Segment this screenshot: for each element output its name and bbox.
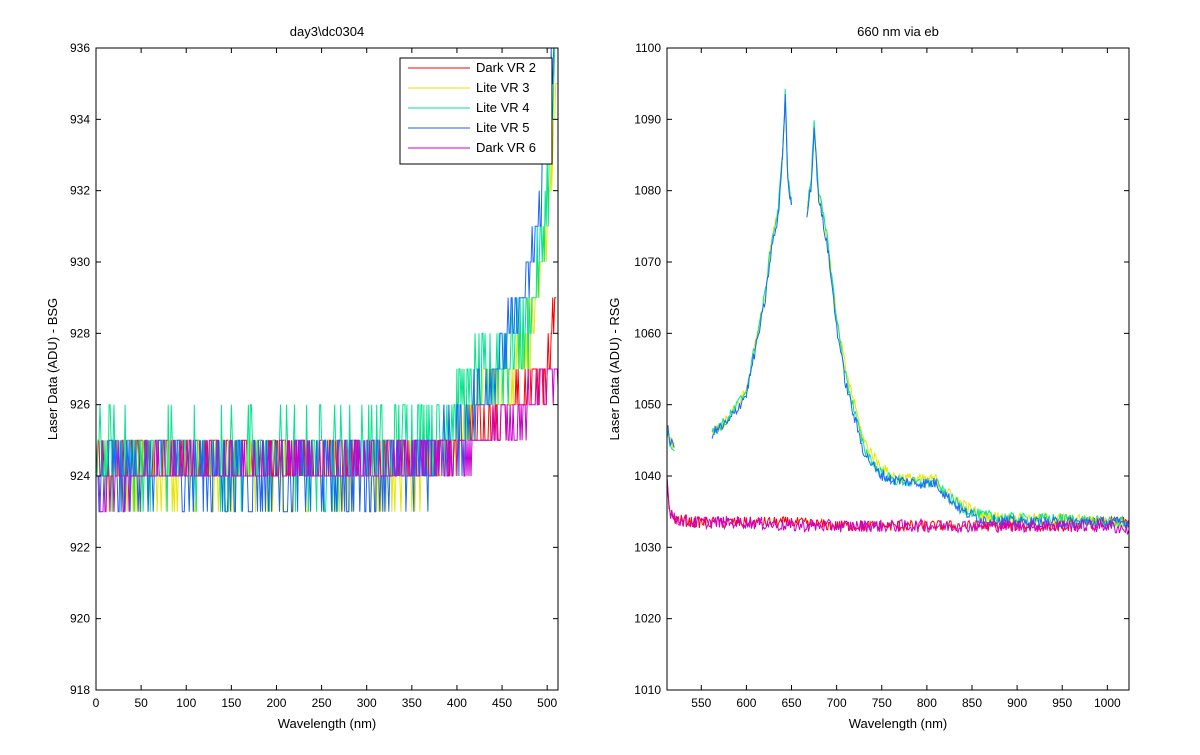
x-tick-label: 200 [266, 696, 286, 710]
x-tick-label: 500 [537, 696, 557, 710]
series-line-lite-vr-5-1-1 [711, 94, 792, 439]
legend-box [399, 57, 553, 165]
x-tick-label: 1000 [1094, 696, 1121, 710]
axes-left: day3\dc0304 Wavelength (nm) Laser Data (… [45, 24, 559, 731]
x-tick-label: 550 [691, 696, 711, 710]
x-tick-label: 250 [312, 696, 332, 710]
y-tick-label: 1010 [634, 683, 661, 697]
x-tick-label: 100 [176, 696, 196, 710]
axes-frame-0 [95, 47, 559, 691]
x-tick-label: 850 [962, 696, 982, 710]
y-tick-label: 932 [70, 184, 90, 198]
y-tick-label: 928 [70, 326, 90, 340]
y-tick-label: 930 [70, 255, 90, 269]
series-line-dark-vr-6-1-0 [667, 479, 1129, 535]
y-tick-label: 924 [70, 469, 90, 483]
series-line-dark-vr-2-1-0 [667, 475, 1129, 533]
y-tick-label: 934 [70, 112, 90, 126]
legend: Dark VR 2 Lite VR 3 Lite VR 4 Lite VR 5 Dark… [399, 57, 553, 165]
y-tick-label: 1030 [634, 540, 661, 554]
x-tick-label: 800 [917, 696, 937, 710]
axes-right-title: 660 nm via eb [857, 24, 939, 39]
x-tick-label: 350 [402, 696, 422, 710]
y-tick-label: 922 [70, 540, 90, 554]
x-tick-label: 450 [492, 696, 512, 710]
axes-right-ylabel: Laser Data (ADU) - RSG [607, 297, 622, 440]
y-tick-label: 1060 [634, 326, 661, 340]
plot-area-1 [667, 89, 1129, 535]
series-line-dark-vr-6-0-0 [96, 368, 558, 513]
y-tick-label: 920 [70, 612, 90, 626]
legend-entry-label: Dark VR 6 [476, 140, 536, 155]
y-tick-label: 1100 [635, 41, 661, 55]
y-tick-label: 1070 [634, 255, 661, 269]
x-tick-label: 0 [93, 696, 100, 710]
x-tick-label: 900 [1007, 696, 1027, 710]
axes-right: 660 nm via eb Wavelength (nm) Laser Data… [607, 24, 1130, 731]
y-tick-label: 936 [70, 41, 90, 55]
y-tick-label: 1050 [634, 398, 661, 412]
axes-frame-1 [666, 47, 1130, 691]
series-line-lite-vr-3-1-2 [806, 126, 1129, 529]
series-line-lite-vr-4-1-2 [806, 120, 1129, 528]
x-tick-label: 400 [447, 696, 467, 710]
y-tick-label: 926 [70, 398, 90, 412]
y-tick-label: 1090 [634, 112, 661, 126]
y-tick-label: 1040 [634, 469, 661, 483]
x-tick-label: 700 [827, 696, 847, 710]
y-tick-label: 918 [70, 683, 90, 697]
axes-left-title: day3\dc0304 [290, 24, 364, 39]
series-line-lite-vr-3-1-1 [711, 95, 792, 436]
y-tick-label: 1020 [634, 612, 661, 626]
legend-entry-label: Lite VR 5 [476, 120, 529, 135]
x-tick-label: 950 [1052, 696, 1072, 710]
axes-right-xlabel: Wavelength (nm) [849, 716, 948, 731]
x-tick-label: 50 [134, 696, 148, 710]
y-tick-label: 1080 [634, 184, 661, 198]
series-line-lite-vr-5-1-0 [667, 425, 675, 448]
x-tick-label: 750 [872, 696, 892, 710]
x-tick-label: 650 [782, 696, 802, 710]
x-tick-label: 300 [357, 696, 377, 710]
series-line-lite-vr-4-1-1 [711, 89, 792, 435]
axes-left-xlabel: Wavelength (nm) [278, 716, 377, 731]
x-tick-label: 600 [736, 696, 756, 710]
axes-left-ylabel: Laser Data (ADU) - BSG [45, 298, 60, 440]
legend-entry-label: Lite VR 4 [476, 100, 529, 115]
x-tick-label: 150 [221, 696, 241, 710]
legend-entry-label: Lite VR 3 [476, 80, 529, 95]
plot-area-0 [96, 48, 558, 513]
legend-entry-label: Dark VR 2 [476, 60, 536, 75]
series-line-lite-vr-5-1-2 [806, 127, 1129, 529]
